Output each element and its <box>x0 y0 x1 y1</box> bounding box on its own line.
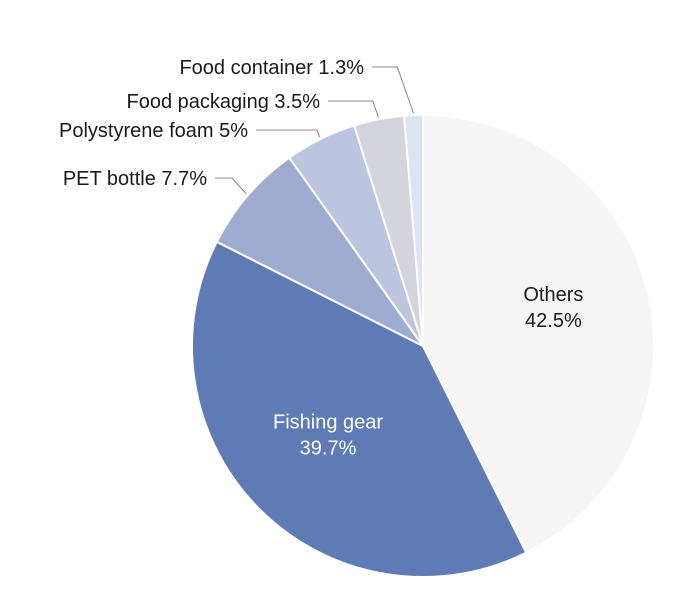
pie-slice-fishing-gear <box>191 240 528 578</box>
slice-label-pet-bottle: PET bottle 7.7% <box>63 168 207 190</box>
slice-label-polystyrene-foam: Polystyrene foam 5% <box>59 120 248 142</box>
pie-slice-pet-bottle <box>215 156 424 347</box>
slice-label-food-container: Food container 1.3% <box>179 57 364 79</box>
pie-slice-others <box>422 113 655 555</box>
pie-slice-food-container <box>403 113 424 347</box>
slice-label-fishing-gear: Fishing gear 39.7% <box>273 412 383 460</box>
leader-line-polystyrene-foam <box>256 129 321 138</box>
leader-line-food-container <box>372 66 414 114</box>
slice-labels: Others 42.5% Fishing gear 39.7% PET bottle 7… <box>59 57 583 460</box>
slice-label-food-packaging: Food packaging 3.5% <box>127 91 321 113</box>
slice-label-others: Others 42.5% <box>523 284 583 332</box>
leader-line-food-packaging <box>328 100 379 118</box>
leader-lines <box>215 66 414 195</box>
leader-line-pet-bottle <box>215 177 247 195</box>
pie-slices <box>191 113 655 578</box>
